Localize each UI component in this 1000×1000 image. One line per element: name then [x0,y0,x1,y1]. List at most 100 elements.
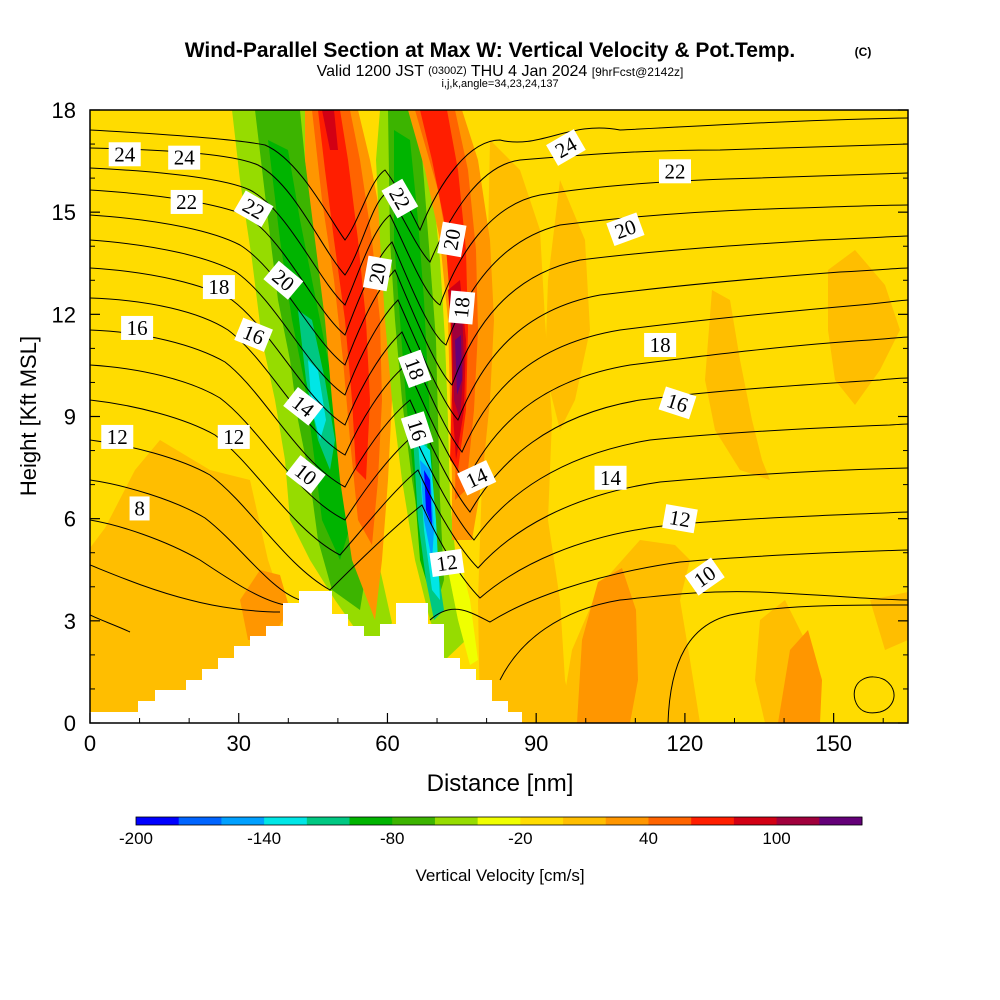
contour-label-box [121,315,154,340]
colorbar-tick-label: 100 [762,829,790,848]
terrain [90,591,522,723]
colorbar-tick-label: -140 [247,829,281,848]
chart-indices: i,j,k,angle=34,23,24,137 [441,78,558,90]
contour-label-box [129,496,150,521]
colorbar-swatch [520,817,564,825]
colorbar-swatch [392,817,436,825]
colorbar-swatch [605,817,649,825]
contour-label: 16 [234,317,273,352]
y-tick-label: 18 [52,98,76,123]
contour-label-text: 12 [223,425,244,449]
contour-label-box [437,221,467,258]
contour-label-box [644,332,677,357]
contour-label: 20 [437,221,467,258]
colorbar-swatch [648,817,692,825]
contour-label-text: 8 [134,496,145,520]
y-tick-label: 15 [52,200,76,225]
contour-label: 12 [217,424,250,449]
contour-label: 16 [400,411,434,450]
contour-label-box [233,190,274,228]
colorbar-swatch [819,817,863,825]
colorbar-swatch [264,817,308,825]
y-tick-label: 6 [64,507,76,532]
colorbar-label: Vertical Velocity [cm/s] [415,866,584,885]
contour-label-box [457,460,497,496]
contour-label: 12 [429,548,465,578]
colorbar-swatch [434,817,479,825]
contour-label-text: 12 [107,425,128,449]
colorbar-swatch [306,817,351,825]
contour-label: 24 [168,145,201,170]
contour-label-box [662,504,698,534]
contour-label-box [170,189,203,214]
contour-label-text: 12 [668,505,693,532]
contour-label-text: 18 [650,333,671,357]
colorbar-tick-label: 40 [639,829,658,848]
contour-label-text: 16 [127,316,148,340]
downdraft-band2-peak [424,470,432,525]
contour-label-box [108,142,141,167]
contour-label-text: 18 [449,296,475,319]
plot-field [90,110,908,723]
contour-label: 20 [362,255,393,292]
x-axis-label: Distance [nm] [427,770,574,797]
subtitle-forecast: [9hrFcst@2142z] [592,65,684,79]
colorbar-tick-label: -200 [119,829,153,848]
y-tick-label: 12 [52,302,76,327]
contour-label: 22 [658,159,691,184]
contour-label-text: 14 [600,466,622,490]
x-tick-label: 60 [375,731,399,756]
contour-label-box [684,557,725,596]
contour-label-box [381,178,419,219]
contour-label-box [594,465,627,490]
contour-label-box [283,386,324,426]
y-tick-label: 3 [64,609,76,634]
contour-label-box [285,455,326,494]
contour-label-box [263,260,304,300]
y-tick-label: 9 [64,405,76,430]
updraft-band-core [318,110,370,480]
contour-label: 22 [170,189,203,214]
contour-label-text: 12 [435,550,459,577]
colorbar-swatch [136,817,180,825]
contour-label-box [101,424,134,449]
updraft-band-peak [322,110,338,150]
colorbar-swatch [563,817,607,825]
contour-label-box [397,349,432,388]
contour-label-text: 24 [114,142,136,166]
contour-label: 12 [662,504,698,534]
contour-label-box [234,317,273,352]
contour-label-box [546,129,586,166]
updraft-band2-peak [455,335,462,395]
contour-label-box [217,424,250,449]
contour-label-box [658,386,697,420]
contour-label: 24 [108,142,141,167]
contour-label-box [362,255,393,292]
subtitle-utc: (0300Z) [428,65,467,77]
contour-label-box [429,548,465,578]
isentrope-contours [90,117,908,723]
colorbar-swatch [691,817,735,825]
colorbar-swatch [349,817,393,825]
subtitle-date: THU 4 Jan 2024 [471,63,588,80]
contour-label-text: 20 [364,261,391,286]
contour-label-box [448,290,476,325]
x-tick-label: 90 [524,731,548,756]
colorbar: -200 -140 -80 -20 40 100 [119,816,863,848]
contour-label: 16 [121,315,154,340]
contour-label-box [606,212,645,246]
contour-label: 18 [202,275,235,300]
contour-label-text: 22 [176,190,197,214]
contour-label-text: 18 [208,275,229,299]
colorbar-tick-label: -20 [508,829,533,848]
subtitle-valid: Valid 1200 JST [317,63,425,80]
contour-label: 18 [397,349,432,388]
colorbar-tick-label: -80 [380,829,405,848]
chart-title-mark: (C) [855,45,872,59]
contour-label-box [400,411,434,450]
contour-label-box [168,145,201,170]
contour-label-text: 24 [174,146,196,170]
chart-title: Wind-Parallel Section at Max W: Vertical… [185,39,796,62]
y-tick-label: 0 [64,711,76,736]
